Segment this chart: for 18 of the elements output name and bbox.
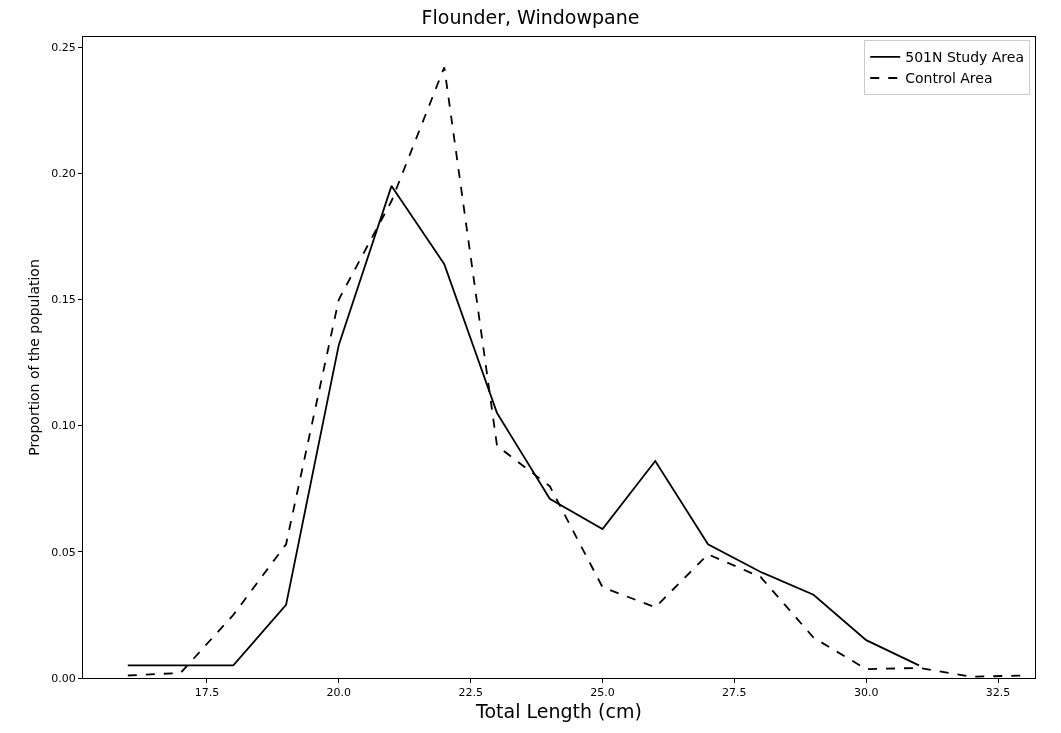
x-tick-label: 32.5 xyxy=(985,686,1011,700)
x-axis-title: Total Length (cm) xyxy=(475,700,642,722)
chart-title: Flounder, Windowpane xyxy=(421,6,640,29)
y-tick-label: 0.25 xyxy=(51,40,76,54)
y-tick-label: 0.10 xyxy=(51,419,76,433)
y-tick-label: 0.20 xyxy=(51,167,76,181)
y-axis-title: Proportion of the population xyxy=(25,259,42,456)
x-tick-label: 25.0 xyxy=(590,686,615,700)
x-tick-label: 27.5 xyxy=(722,686,747,700)
y-tick-label: 0.00 xyxy=(51,671,76,685)
legend-label: 501N Study Area xyxy=(905,49,1024,66)
x-tick-label: 22.5 xyxy=(458,686,483,700)
x-tick-label: 20.0 xyxy=(326,686,352,700)
legend-label: Control Area xyxy=(905,70,993,87)
y-tick-label: 0.15 xyxy=(51,293,76,307)
x-tick-label: 17.5 xyxy=(194,686,220,700)
y-tick-label: 0.05 xyxy=(51,545,76,559)
x-tick-label: 30.0 xyxy=(853,686,879,700)
